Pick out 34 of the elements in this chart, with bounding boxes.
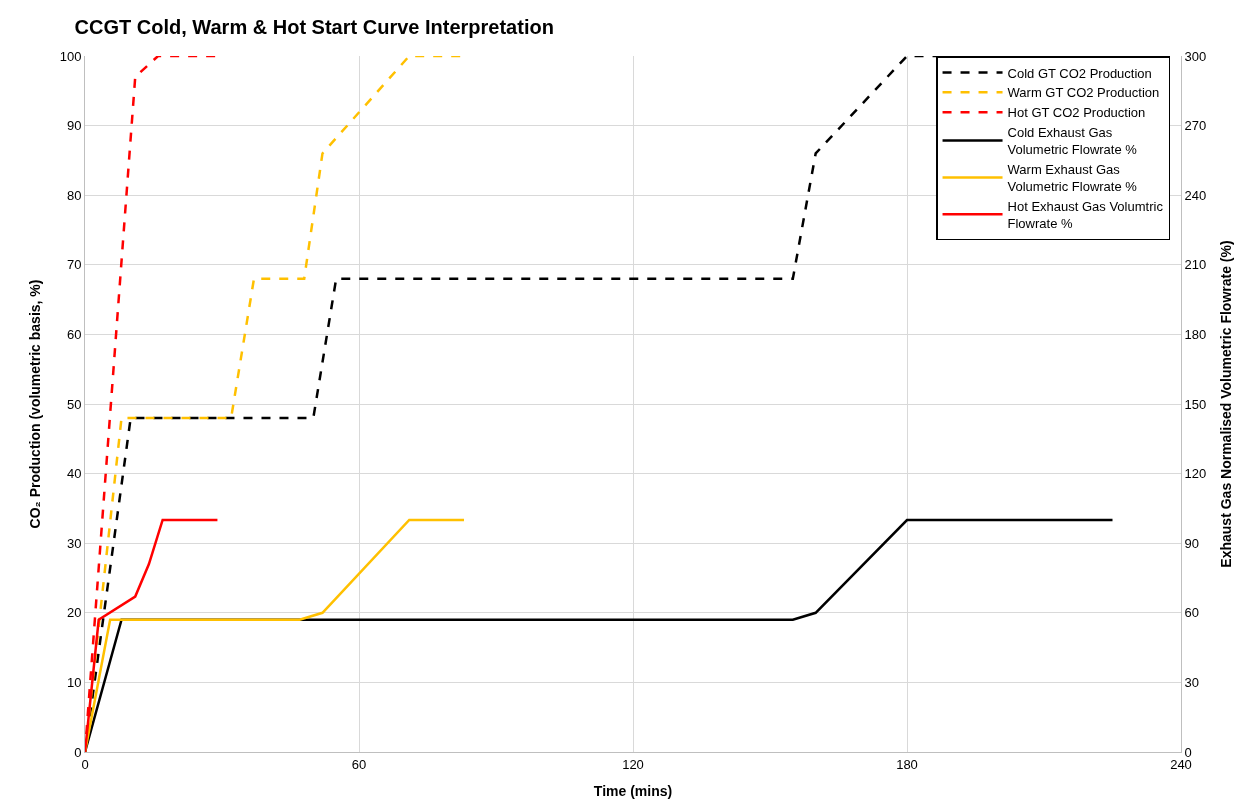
y-tick-label: 20 [66,605,82,621]
legend-label: Warm GT CO2 Production [1007,85,1160,101]
y2-axis-title: Exhaust Gas Normalised Volumetric Flowrate (%) [1217,240,1234,568]
x-tick-label: 120 [622,756,644,772]
y2-tick-label: 90 [1184,535,1200,551]
y-axis-title: CO₂ Production (volumetric basis, %) [27,279,44,529]
y2-tick-label: 30 [1184,674,1200,690]
y2-tick-label: 210 [1184,257,1207,273]
y2-tick-label: 180 [1184,326,1207,342]
y-tick-label: 30 [66,535,82,551]
legend-label: Hot Exhaust Gas Volumtric Flowrate % [1007,198,1164,231]
y2-tick-label: 120 [1184,466,1207,482]
y2-tick-label: 240 [1184,187,1207,203]
y-tick-label: 10 [66,674,82,690]
y2-tick-label: 150 [1184,396,1207,412]
y-tick-label: 90 [66,118,82,134]
y2-tick-label: 60 [1184,605,1200,621]
y-tick-label: 0 [74,744,82,760]
legend-label: Cold GT CO2 Production [1007,65,1152,81]
y-tick-label: 100 [59,48,82,64]
legend-label: Hot GT CO2 Production [1007,105,1146,121]
y-tick-label: 60 [66,326,82,342]
chart-title: CCGT Cold, Warm & Hot Start Curve Interpretation [74,16,554,39]
legend-label: Cold Exhaust Gas Volumetric Flowrate % [1007,125,1138,158]
x-tick-label: 60 [351,756,367,772]
y-tick-label: 80 [66,187,82,203]
y-tick-label: 50 [66,396,82,412]
y2-tick-label: 300 [1184,48,1207,64]
y-tick-label: 40 [66,466,82,482]
legend-label: Warm Exhaust Gas Volumetric Flowrate % [1007,162,1138,194]
x-axis-title: Time (mins) [593,782,673,799]
y2-tick-label: 270 [1184,118,1207,134]
y-tick-label: 70 [66,257,82,273]
x-tick-label: 180 [896,756,918,772]
